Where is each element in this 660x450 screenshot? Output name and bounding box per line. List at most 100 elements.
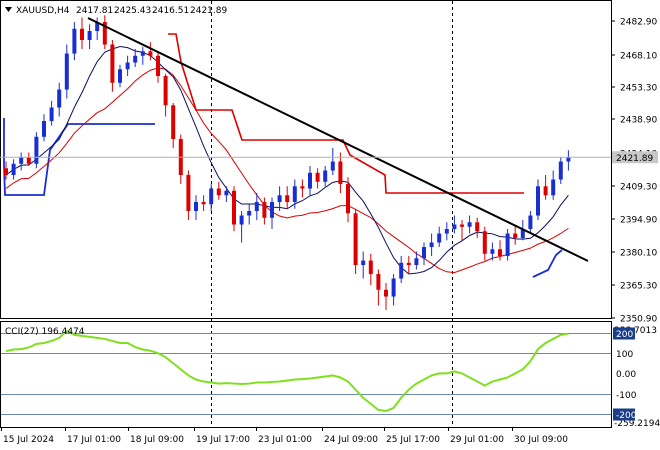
candle-body <box>186 175 191 212</box>
candle-body <box>118 69 122 83</box>
candle-body <box>133 55 138 63</box>
time-label: 23 Jul 01:00 <box>258 435 312 445</box>
candle-body <box>414 258 419 266</box>
open-value: 2417.81 <box>76 6 113 16</box>
price-tick-label: 2409.30 <box>620 183 657 193</box>
candle-body <box>566 157 571 162</box>
close-value: 2421.89 <box>190 6 227 16</box>
candle-body <box>346 184 350 214</box>
candles <box>4 15 571 311</box>
candle-body <box>338 161 343 185</box>
symbol-label: XAUUSD,H4 <box>16 6 70 16</box>
low-value: 2416.51 <box>152 6 189 16</box>
time-label: 19 Jul 17:00 <box>196 435 250 445</box>
candle-body <box>194 202 198 212</box>
candle-body <box>505 233 510 257</box>
cci-level-box <box>613 408 635 421</box>
candle-body <box>64 53 69 90</box>
cci-tick-label: -100 <box>616 391 637 401</box>
candle-body <box>513 233 518 239</box>
candle-body <box>11 163 16 176</box>
candle-body <box>444 229 449 234</box>
candle-body <box>376 274 381 290</box>
candle-body <box>353 213 358 266</box>
current-price-marker: 2421.89 <box>612 151 658 164</box>
candle-body <box>247 211 252 216</box>
candle-body <box>482 231 487 254</box>
cci-line <box>5 329 569 412</box>
time-label: 18 Jul 09:00 <box>130 435 184 445</box>
candle-body <box>384 289 388 297</box>
cci-min-label: -259.2194 <box>614 419 660 429</box>
candle-body <box>300 186 305 189</box>
cci-axis: 238.7013 -259.2194 200 100 0.00 -100 -200 <box>613 326 660 429</box>
candle-body <box>429 242 434 248</box>
cci-level-lines <box>1 333 611 415</box>
upper-band-red <box>168 33 524 194</box>
candle-body <box>460 224 464 227</box>
collapse-triangle-icon[interactable] <box>5 7 12 12</box>
main-panel <box>0 0 612 319</box>
time-label: 17 Jul 01:00 <box>67 435 121 445</box>
candle-body <box>80 28 84 41</box>
time-label: 25 Jul 17:00 <box>386 435 440 445</box>
candle-body <box>520 229 525 239</box>
time-label: 24 Jul 09:00 <box>324 435 378 445</box>
candle-body <box>95 22 100 32</box>
candle-body <box>277 195 282 203</box>
cci-level-box <box>613 327 635 340</box>
price-tick-label: 2350.90 <box>620 315 657 325</box>
candle-body <box>391 278 396 297</box>
price-tick-label: 2482.90 <box>620 18 657 28</box>
chart-header: XAUUSD,H4 2417.81 2425.43 2416.51 2421.8… <box>5 6 227 16</box>
candle-body <box>543 186 548 196</box>
candle-body <box>498 249 502 257</box>
candle-body <box>156 55 160 77</box>
resistance-trendline[interactable] <box>87 17 589 262</box>
current-price-label: 2421.89 <box>616 154 653 164</box>
candle-body <box>285 195 290 203</box>
price-tick-label: 2438.90 <box>620 116 657 126</box>
lower-band-blue-right <box>532 249 563 278</box>
price-tick-label: 2365.30 <box>620 282 657 292</box>
price-tick-label: 2394.90 <box>620 216 657 226</box>
candle-body <box>87 31 92 41</box>
candle-body <box>528 215 533 230</box>
candle-body <box>467 222 472 227</box>
cci-tick-label: 100 <box>616 350 633 360</box>
candle-body <box>315 172 320 182</box>
cci-title: CCI(27) 196.4474 <box>5 327 85 337</box>
time-label: 15 Jul 2024 <box>3 435 54 445</box>
candle-body <box>140 51 145 56</box>
candle-body <box>34 136 39 164</box>
candle-body <box>254 202 259 212</box>
candle-body <box>558 161 563 180</box>
candle-body <box>368 260 373 275</box>
cci-tick-label: 0.00 <box>616 370 636 380</box>
candle-body <box>232 190 236 225</box>
candle-body <box>308 172 312 189</box>
candle-body <box>536 186 540 216</box>
candle-body <box>361 260 366 266</box>
candle-body <box>270 202 274 218</box>
candle-body <box>26 157 31 164</box>
candle-body <box>437 233 442 243</box>
price-tick-label: 2453.30 <box>620 84 657 94</box>
time-label: 29 Jul 01:00 <box>450 435 504 445</box>
candle-body <box>148 51 153 56</box>
candle-body <box>4 168 8 176</box>
candle-body <box>224 190 229 196</box>
candle-body <box>49 107 54 122</box>
candle-body <box>406 262 411 266</box>
day-separators <box>211 1 453 427</box>
candle-body <box>239 215 244 225</box>
candle-body <box>171 105 176 140</box>
price-tick-label: 2380.10 <box>620 249 657 259</box>
candle-body <box>292 186 297 203</box>
lower-band-blue <box>3 118 155 196</box>
candle-body <box>201 202 206 205</box>
high-value: 2425.43 <box>114 6 151 16</box>
candle-body <box>125 62 130 70</box>
candle-body <box>399 262 404 279</box>
